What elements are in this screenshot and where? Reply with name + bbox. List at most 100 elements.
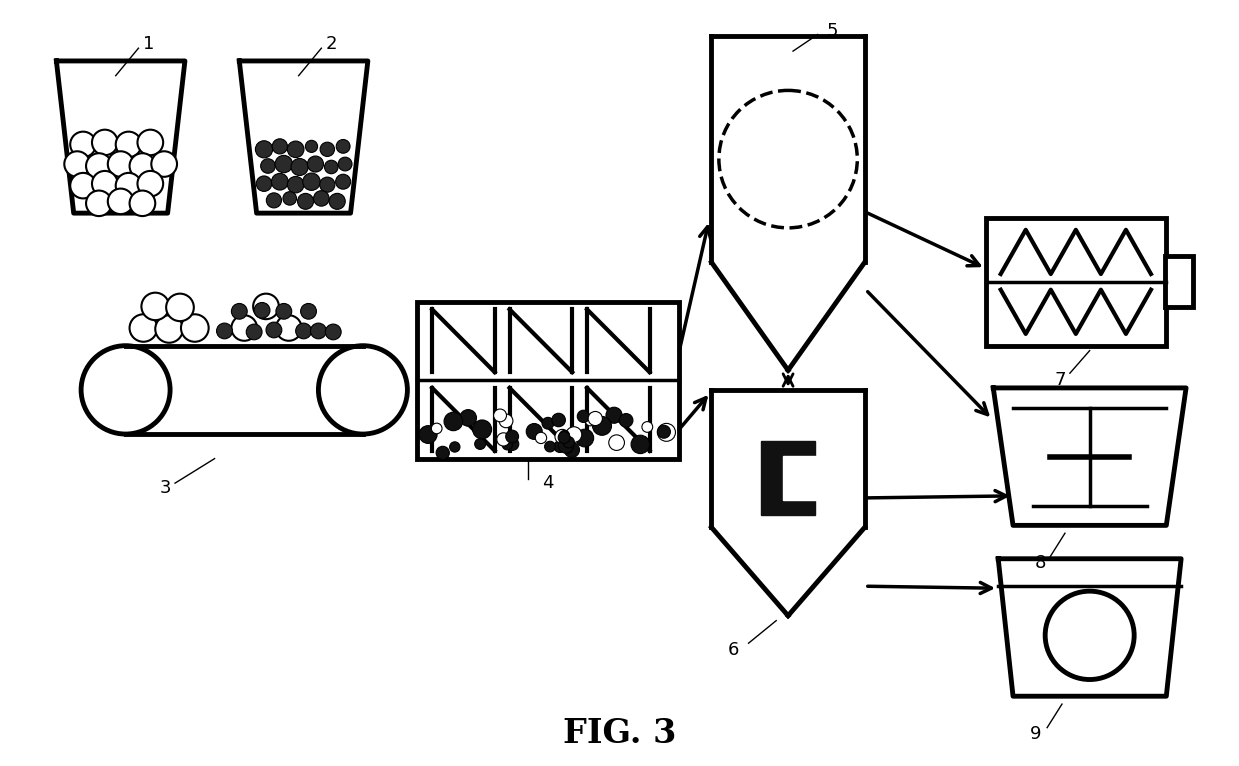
Circle shape	[620, 414, 633, 427]
Text: 9: 9	[1030, 725, 1041, 742]
Circle shape	[276, 303, 291, 319]
Circle shape	[506, 430, 519, 443]
Circle shape	[255, 141, 273, 158]
Circle shape	[460, 410, 477, 426]
Circle shape	[326, 324, 341, 340]
Circle shape	[585, 415, 596, 426]
Circle shape	[337, 156, 353, 172]
Circle shape	[155, 316, 183, 342]
Circle shape	[151, 151, 177, 177]
Circle shape	[335, 138, 352, 155]
Circle shape	[563, 443, 572, 453]
Circle shape	[493, 409, 507, 422]
Circle shape	[276, 316, 301, 341]
Circle shape	[311, 323, 326, 339]
Circle shape	[318, 141, 336, 158]
Circle shape	[1046, 591, 1134, 679]
Circle shape	[71, 173, 95, 198]
Circle shape	[506, 437, 519, 450]
Circle shape	[577, 411, 590, 423]
Circle shape	[606, 408, 622, 424]
Circle shape	[181, 314, 208, 342]
Bar	[761, 441, 815, 515]
Circle shape	[290, 178, 302, 191]
Circle shape	[545, 441, 555, 452]
Bar	[986, 218, 1166, 345]
Bar	[125, 345, 363, 434]
Circle shape	[130, 314, 157, 342]
Text: 5: 5	[826, 22, 839, 41]
Bar	[1165, 257, 1192, 307]
Circle shape	[592, 417, 612, 435]
Circle shape	[642, 421, 653, 432]
Circle shape	[282, 192, 296, 205]
Circle shape	[115, 132, 141, 157]
Circle shape	[318, 176, 336, 193]
Circle shape	[266, 322, 281, 338]
Circle shape	[141, 293, 169, 320]
Text: 1: 1	[142, 35, 154, 54]
Circle shape	[304, 139, 318, 154]
Circle shape	[475, 439, 486, 450]
Text: 4: 4	[543, 474, 554, 492]
Circle shape	[261, 159, 275, 173]
Circle shape	[85, 153, 112, 178]
Circle shape	[92, 171, 118, 196]
Circle shape	[138, 129, 164, 155]
Circle shape	[563, 437, 575, 448]
Circle shape	[300, 195, 312, 208]
Bar	[783, 456, 818, 500]
Circle shape	[497, 433, 510, 446]
Circle shape	[81, 345, 170, 434]
Circle shape	[560, 430, 570, 440]
Text: 8: 8	[1035, 554, 1046, 571]
Circle shape	[658, 424, 675, 441]
Text: 7: 7	[1054, 371, 1066, 389]
Circle shape	[502, 440, 513, 450]
Circle shape	[566, 427, 582, 443]
Circle shape	[323, 159, 339, 175]
Circle shape	[247, 324, 263, 340]
Circle shape	[305, 175, 318, 188]
Circle shape	[554, 440, 566, 453]
Text: FIG. 3: FIG. 3	[564, 717, 676, 750]
Circle shape	[541, 417, 554, 429]
Circle shape	[271, 173, 289, 190]
Circle shape	[268, 194, 281, 207]
Circle shape	[115, 173, 141, 198]
Circle shape	[551, 414, 565, 427]
Circle shape	[71, 132, 95, 157]
Circle shape	[130, 153, 155, 178]
Text: 3: 3	[160, 479, 171, 497]
Circle shape	[555, 430, 570, 444]
Circle shape	[589, 411, 602, 426]
Circle shape	[232, 316, 258, 341]
Circle shape	[278, 158, 290, 170]
Circle shape	[217, 323, 233, 339]
Circle shape	[253, 293, 279, 319]
Bar	[418, 302, 679, 459]
Circle shape	[444, 412, 462, 430]
Circle shape	[318, 345, 408, 434]
Circle shape	[306, 155, 325, 173]
Circle shape	[254, 303, 270, 318]
Circle shape	[431, 423, 442, 434]
Circle shape	[313, 190, 330, 207]
Circle shape	[419, 426, 437, 444]
Circle shape	[658, 425, 670, 438]
Circle shape	[558, 432, 570, 444]
Circle shape	[92, 129, 118, 155]
Circle shape	[64, 151, 90, 177]
Circle shape	[138, 171, 164, 196]
Circle shape	[535, 432, 546, 444]
Circle shape	[108, 188, 134, 214]
Circle shape	[287, 141, 304, 158]
Circle shape	[296, 323, 311, 339]
Circle shape	[576, 429, 593, 447]
Circle shape	[166, 293, 193, 321]
Circle shape	[330, 194, 344, 209]
Circle shape	[291, 159, 307, 175]
Circle shape	[472, 420, 492, 439]
Circle shape	[450, 442, 460, 452]
Circle shape	[436, 447, 450, 460]
